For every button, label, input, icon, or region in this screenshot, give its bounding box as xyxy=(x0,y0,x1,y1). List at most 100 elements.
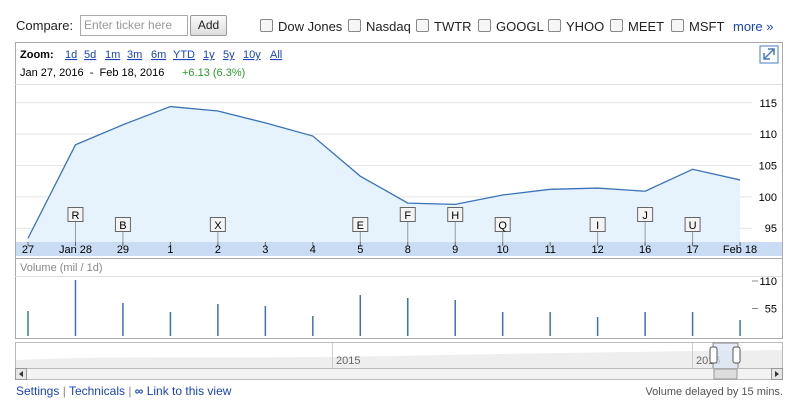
checkbox-label: MEET xyxy=(628,19,665,34)
checkbox[interactable] xyxy=(260,19,273,32)
x-tick-label: 1 xyxy=(167,244,173,256)
zoom-option[interactable]: 10y xyxy=(243,49,261,61)
checkbox[interactable] xyxy=(348,19,361,32)
flag-box xyxy=(684,217,701,232)
compare-label: Compare: xyxy=(16,18,74,33)
flag-box xyxy=(352,217,369,232)
x-tick-label: Feb 18 xyxy=(723,244,757,256)
x-tick-label: 29 xyxy=(117,244,129,256)
checkbox-label: Dow Jones xyxy=(278,19,343,34)
y-tick-label: 115 xyxy=(759,98,777,110)
area xyxy=(28,106,741,242)
x-tick-label: 10 xyxy=(497,244,509,256)
flag-label: X xyxy=(214,220,222,232)
volume-bar xyxy=(27,311,29,336)
navigator-label: 2015 xyxy=(336,355,360,367)
flag-label: E xyxy=(357,220,364,232)
ticker-input[interactable]: Enter ticker here xyxy=(80,15,188,36)
y-tick-label: 100 xyxy=(759,192,777,204)
zoom-option[interactable]: 5d xyxy=(84,49,96,61)
expand-icon xyxy=(763,48,775,60)
x-tick-label: 27 xyxy=(22,244,34,256)
flag-box xyxy=(637,207,654,222)
checkbox-item[interactable]: MEET xyxy=(610,19,664,34)
zoom-option[interactable]: All xyxy=(270,49,282,61)
footer-links: Settings | Technicals | ∞ Link to this v… xyxy=(16,384,232,398)
x-tick-label: 3 xyxy=(262,244,268,256)
checkbox-item[interactable]: Dow Jones xyxy=(260,19,342,34)
volume-bar xyxy=(312,316,314,336)
zoom-option[interactable]: 1d xyxy=(65,49,77,61)
zoom-option[interactable]: 3m xyxy=(127,49,142,61)
checkbox-item[interactable]: MSFT xyxy=(671,19,724,34)
flag-label: R xyxy=(71,210,79,222)
checkbox[interactable] xyxy=(671,19,684,32)
flag-label: B xyxy=(119,220,126,232)
zoom-option[interactable]: YTD xyxy=(173,49,195,61)
zoom-option[interactable]: 6m xyxy=(151,49,166,61)
y-tick-label: 110 xyxy=(759,276,777,288)
more-link[interactable]: more » xyxy=(733,19,774,34)
flag-box xyxy=(399,207,416,222)
x-tick-label: 16 xyxy=(639,244,651,256)
checkbox[interactable] xyxy=(416,19,429,32)
volume-bar xyxy=(122,303,124,336)
x-tick-label: 17 xyxy=(686,244,698,256)
checkbox-label: YHOO xyxy=(566,19,605,34)
checkbox-label: MSFT xyxy=(689,19,725,34)
navigator-handle[interactable] xyxy=(709,346,718,364)
x-tick-label: 5 xyxy=(357,244,363,256)
flag-label: F xyxy=(404,210,411,222)
checkbox[interactable] xyxy=(478,19,491,32)
range-dates: Jan 27, 2016 - Feb 18, 2016 xyxy=(20,67,164,79)
arrow-icon xyxy=(775,371,779,377)
checkbox-item[interactable]: TWTR xyxy=(416,19,472,34)
volume-bar xyxy=(74,280,77,336)
footer-link[interactable]: Technicals xyxy=(68,384,125,398)
navigator-handle[interactable] xyxy=(732,346,741,364)
checkbox[interactable] xyxy=(548,19,561,32)
range-change: +6.13 (6.3%) xyxy=(182,67,245,79)
scrollbar[interactable] xyxy=(15,368,783,380)
footer-link[interactable]: Settings xyxy=(16,384,60,398)
flag-box xyxy=(114,217,131,232)
x-axis-band xyxy=(16,242,782,256)
flag-box xyxy=(67,207,84,222)
checkbox-item[interactable]: YHOO xyxy=(548,19,604,34)
flag-box xyxy=(589,217,606,232)
volume-bar xyxy=(264,306,267,336)
flag-box xyxy=(209,217,226,232)
footer-link[interactable]: Link to this view xyxy=(146,384,232,398)
flag-label: Q xyxy=(498,220,507,232)
x-tick-label: 11 xyxy=(544,244,555,256)
zoom-option[interactable]: 5y xyxy=(223,49,235,61)
flag-label: U xyxy=(689,220,697,232)
y-tick-label: 110 xyxy=(759,129,777,141)
navigator-area xyxy=(16,350,782,368)
price-line xyxy=(27,105,741,239)
zoom-option[interactable]: 1m xyxy=(105,49,120,61)
checkbox-item[interactable]: GOOGL xyxy=(478,19,544,34)
x-tick-label: 9 xyxy=(452,244,458,256)
checkbox-label: Nasdaq xyxy=(366,19,411,34)
scroll-thumb[interactable] xyxy=(713,368,738,380)
add-button[interactable]: Add xyxy=(190,15,227,36)
volume-bar xyxy=(407,298,409,336)
x-tick-label: Jan 28 xyxy=(59,244,92,256)
checkbox[interactable] xyxy=(610,19,623,32)
volume-bar xyxy=(217,304,219,336)
volume-bar xyxy=(691,312,694,336)
footer-note: Volume delayed by 15 mins. xyxy=(645,386,783,398)
flag-box xyxy=(494,217,511,232)
volume-bar xyxy=(739,320,741,336)
volume-bar xyxy=(169,312,172,336)
volume-bar xyxy=(359,295,362,336)
checkbox-item[interactable]: Nasdaq xyxy=(348,19,411,34)
checkbox-label: TWTR xyxy=(434,19,472,34)
volume-bar xyxy=(454,300,456,336)
flag-label: H xyxy=(451,210,459,222)
y-tick-label: 95 xyxy=(765,223,777,235)
zoom-option[interactable]: 1y xyxy=(203,49,215,61)
x-tick-label: 12 xyxy=(592,244,604,256)
